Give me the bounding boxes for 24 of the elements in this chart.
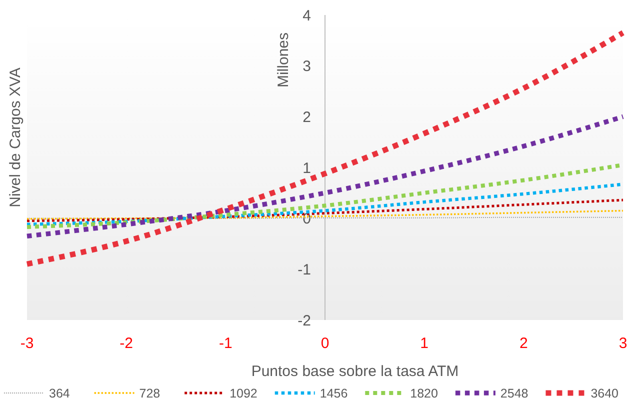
legend-label: 3640 [590, 386, 619, 400]
x-tick-label: 0 [320, 335, 330, 352]
y-tick-label: 1 [302, 160, 311, 177]
y-tick-label: 2 [302, 108, 311, 126]
y-tick-label: -1 [298, 261, 311, 278]
y-tick-label: 4 [302, 7, 311, 24]
x-tick-label: -3 [20, 335, 34, 352]
legend-label: 728 [139, 386, 160, 400]
x-tick-label: -1 [218, 335, 232, 352]
x-tick-label: 1 [420, 335, 429, 352]
x-tick-label: -2 [120, 335, 134, 352]
legend-label: 2548 [500, 386, 528, 400]
x-tick-label: 3 [618, 335, 628, 352]
x-axis-title: Puntos base sobre la tasa ATM [251, 363, 459, 380]
y-tick-label: 3 [302, 58, 311, 76]
legend-label: 1456 [320, 386, 348, 400]
y2-axis-title: Millones [275, 32, 292, 88]
y-axis-title: Nivel de Cargos XVA [7, 68, 24, 208]
legend-label: 364 [49, 386, 70, 400]
y-tick-label: -2 [298, 312, 311, 330]
line-series [26, 198, 624, 222]
x-tick-label: 2 [519, 335, 528, 352]
legend-label: 1820 [410, 386, 438, 400]
legend-label: 1092 [230, 386, 258, 400]
